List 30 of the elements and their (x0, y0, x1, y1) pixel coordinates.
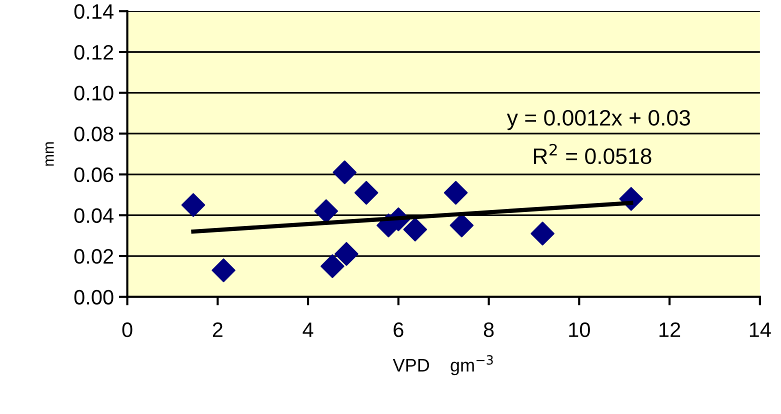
point (354, 180, 378, 205)
x-tick-label: 4 (302, 322, 314, 337)
point (450, 214, 474, 238)
y-tick-label: 0.02 (74, 249, 114, 264)
y-tick-label: 0.10 (74, 86, 114, 101)
y-tick-label: 0.00 (74, 290, 114, 305)
y-tick-label: 0.04 (74, 208, 114, 223)
annotation: R$^{2}$ = 0.0518 (534, 144, 652, 164)
point (444, 180, 468, 205)
annotation: y = 0.0012x + 0.03 (506, 110, 690, 130)
point (334, 242, 358, 266)
point (332, 160, 357, 184)
y-axis-title: mm (46, 142, 54, 166)
x-axis-title: VPD gm$^{−3}$ (392, 355, 493, 376)
x-tick-label: 8 (484, 322, 494, 338)
y-tick-label: 0.06 (74, 167, 114, 182)
x-tick-label: 10 (569, 322, 590, 338)
point (403, 218, 428, 242)
x-tick-label: 2 (212, 322, 222, 337)
x-tick-label: 0 (122, 322, 132, 338)
point (530, 222, 554, 246)
y-tick-label: 0.12 (74, 44, 114, 60)
point (320, 254, 344, 278)
point (181, 193, 206, 217)
x-tick-label: 14 (750, 322, 771, 337)
x-tick-label: 12 (660, 322, 680, 337)
point (212, 258, 236, 282)
y-tick-label: 0.14 (74, 4, 114, 19)
x-tick-label: 6 (394, 322, 404, 338)
y-tick-label: 0.08 (74, 126, 114, 142)
